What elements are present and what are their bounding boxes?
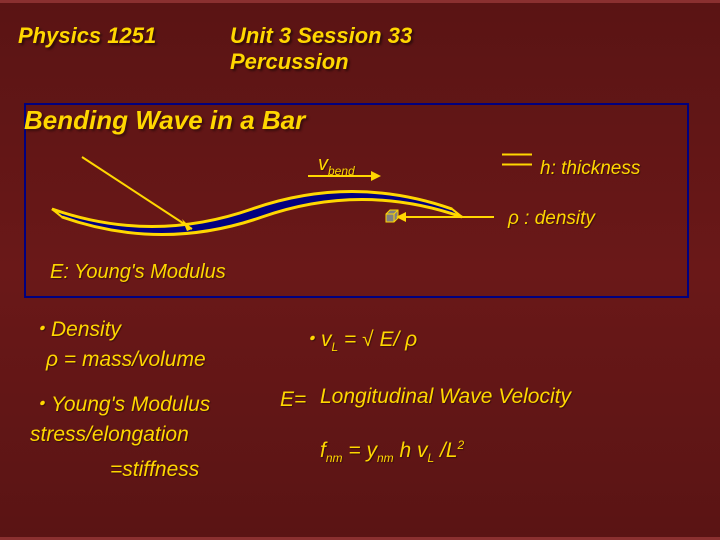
fnm-equation: fnm = ynm h vL /L2 xyxy=(320,438,464,465)
fnm-rest: h v xyxy=(394,439,428,462)
course-code: Physics 1251 xyxy=(18,23,156,49)
fnm-sup: 2 xyxy=(458,438,465,452)
stiffness-text: =stiffness xyxy=(110,458,199,482)
e-equation: E= xyxy=(280,388,306,412)
fnm-sub: nm xyxy=(326,451,343,465)
rho-density-label: ρ : density xyxy=(508,208,595,230)
section-title: Bending Wave in a Bar xyxy=(24,105,305,136)
stress-elongation-text: stress/elongation xyxy=(30,423,189,447)
vl-rest: = √ E/ ρ xyxy=(338,328,417,351)
fnm-end: /L xyxy=(434,439,457,462)
young-modulus-label: E: Young's Modulus xyxy=(50,261,226,284)
longwave-text: Longitudinal Wave Velocity xyxy=(320,385,571,409)
density-arrow xyxy=(404,216,494,218)
vl-equation: ・vL = √ E/ ρ xyxy=(300,323,417,354)
unit-line: Unit 3 Session 33 xyxy=(230,23,412,48)
vl-v: ・v xyxy=(300,328,332,351)
h-bracket: —— xyxy=(502,148,532,168)
density-bullet: ・Density xyxy=(30,313,121,343)
h-thickness-label: h: thickness xyxy=(540,158,640,180)
unit-header: Unit 3 Session 33 Percussion xyxy=(230,23,412,75)
topic-line: Percussion xyxy=(230,49,349,74)
vbend-v: v xyxy=(318,153,328,175)
young-bullet: ・Young's Modulus xyxy=(30,388,210,418)
vbend-arrow xyxy=(308,175,373,177)
fnm-mid: = y xyxy=(343,439,377,462)
rho-mass-text: ρ = mass/volume xyxy=(46,348,206,372)
ynm-sub: nm xyxy=(377,451,394,465)
bending-bar-diagram xyxy=(42,149,477,269)
